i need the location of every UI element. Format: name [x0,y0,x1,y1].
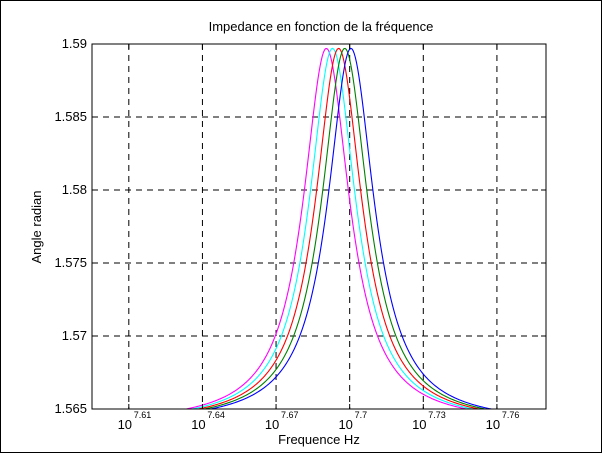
x-tick-label: 107.64 [191,410,225,432]
x-tick-label-exponent: 7.61 [134,410,152,420]
y-tick-label: 1.585 [54,109,87,124]
y-tick-label: 1.565 [54,401,87,416]
x-tick-label: 107.73 [412,410,446,432]
series-line-2 [189,47,476,409]
x-tick-label-base: 10 [118,417,132,432]
x-tick-label-base: 10 [265,417,279,432]
axis-ticks [92,43,546,410]
x-tick-label-exponent: 7.76 [502,410,520,420]
x-tick-label-base: 10 [338,417,352,432]
grid-lines [92,44,546,409]
x-tick-label-exponent: 7.73 [428,410,446,420]
y-tick-labels: 1.565 1.57 1.575 1.58 1.585 1.59 [54,36,87,416]
x-tick-label: 107.76 [486,410,520,432]
y-tick-label: 1.57 [62,328,87,343]
x-tick-label: 107.61 [118,410,152,432]
y-axis-label: Angle radian [29,191,44,264]
y-tick-label: 1.58 [62,182,87,197]
x-tick-label: 107.7 [338,410,367,432]
x-tick-label: 107.67 [265,410,299,432]
series-lines [183,47,495,409]
y-tick-label: 1.59 [62,36,87,51]
series-line-5 [207,47,495,409]
series-line-4 [201,47,488,409]
x-tick-label-base: 10 [412,417,426,432]
x-tick-label-base: 10 [191,417,205,432]
x-tick-label-exponent: 7.7 [355,410,368,420]
y-tick-label: 1.575 [54,255,87,270]
series-line-1 [183,47,470,409]
axes-box [91,43,547,410]
x-axis-label: Frequence Hz [278,432,360,447]
x-tick-label-exponent: 7.67 [281,410,299,420]
series-line-3 [195,47,482,409]
chart-title: Impedance en fonction de la fréquence [209,19,434,34]
x-tick-label-exponent: 7.64 [207,410,225,420]
x-tick-label-base: 10 [486,417,500,432]
